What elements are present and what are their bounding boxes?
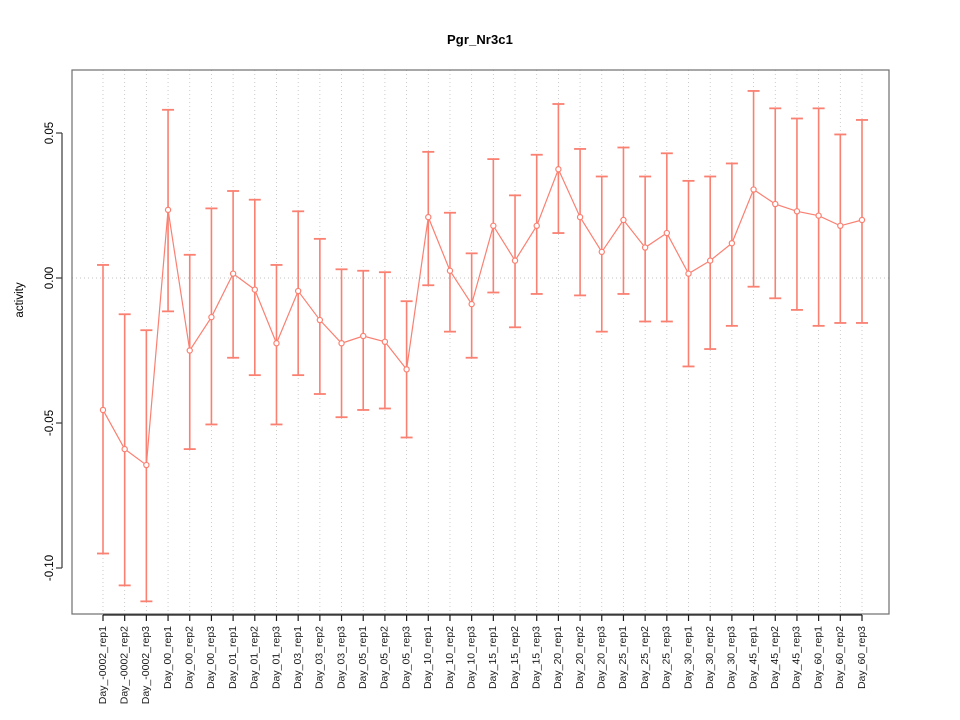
x-tick-label: Day_25_rep3 [661, 626, 673, 689]
x-tick-label: Day_45_rep1 [747, 626, 759, 689]
x-tick-label: Day_15_rep2 [509, 626, 521, 689]
y-tick-label: 0.00 [44, 267, 56, 289]
data-point [99, 406, 107, 414]
plot-frame [71, 69, 890, 615]
data-point [837, 222, 844, 229]
chart-title: Pgr_Nr3c1 [447, 32, 513, 47]
x-tick-label: Day_05_rep3 [400, 626, 412, 689]
x-tick-label: Day_60_rep1 [812, 626, 824, 689]
x-tick-label: Day_60_rep2 [834, 626, 846, 689]
data-point [598, 248, 605, 256]
data-point [772, 200, 779, 208]
data-series [97, 90, 868, 603]
data-point [229, 270, 237, 277]
x-tick-label: Day_03_rep3 [335, 626, 347, 689]
x-tick-label: Day_45_rep2 [769, 626, 781, 689]
x-tick-label: Day_00_rep2 [184, 626, 196, 689]
data-point [121, 445, 128, 453]
data-point [685, 270, 692, 277]
x-tick-label: Day_15_rep1 [487, 626, 499, 689]
data-point [468, 300, 475, 308]
x-tick-label: Day_10_rep3 [465, 626, 477, 689]
x-tick-labels: Day_-0002_rep1 Day_-0002_rep2 Day_-0002_re… [97, 626, 868, 704]
data-point [273, 340, 280, 347]
data-point [208, 313, 215, 321]
gridlines [102, 70, 863, 614]
x-tick-label: Day_00_rep1 [162, 626, 174, 689]
data-point [360, 332, 367, 340]
x-tick-label: Day_03_rep1 [292, 626, 304, 689]
x-tick-label: Day_30_rep3 [726, 626, 738, 689]
data-point [381, 338, 389, 345]
data-point [533, 222, 540, 229]
data-point [815, 212, 822, 219]
data-point [750, 186, 757, 193]
y-tick-label: -0.10 [44, 555, 56, 581]
data-point [707, 257, 714, 264]
x-tick-label: Day_00_rep3 [205, 626, 217, 689]
data-point [641, 244, 649, 251]
data-point [251, 286, 258, 293]
x-tick-label: Day_-0002_rep2 [118, 626, 130, 704]
error-bar [313, 237, 326, 395]
x-tick-label: Day_-0002_rep3 [140, 626, 152, 704]
data-point [490, 222, 497, 229]
y-tick-label: -0.05 [44, 410, 56, 436]
data-point [143, 461, 150, 469]
data-point [294, 287, 302, 295]
series-line [102, 167, 863, 467]
data-point [425, 213, 432, 221]
data-point [446, 267, 454, 274]
x-tick-label: Day_30_rep1 [682, 626, 694, 689]
data-point [511, 257, 519, 264]
x-tick-label: Day_25_rep1 [617, 626, 629, 689]
x-tick-label: Day_60_rep3 [856, 626, 868, 689]
data-point [164, 206, 172, 214]
x-tick-label: Day_03_rep2 [314, 626, 326, 689]
x-tick-label: Day_-0002_rep1 [97, 626, 109, 704]
x-tick-label: Day_25_rep2 [639, 626, 651, 689]
error-bar [660, 152, 673, 323]
x-tick-label: Day_01_rep3 [270, 626, 282, 689]
x-tick-label: Day_01_rep1 [227, 626, 239, 689]
x-tick-label: Day_30_rep2 [704, 626, 716, 689]
x-tick-label: Day_10_rep2 [444, 626, 456, 689]
data-point [793, 208, 801, 215]
y-tick-labels: 0.05 0.00 -0.05 -0.10 [44, 122, 56, 581]
x-tick-label: Day_20_rep1 [552, 626, 564, 689]
x-tick-label: Day_45_rep3 [791, 626, 803, 689]
data-point [403, 366, 410, 373]
data-point [555, 166, 562, 173]
data-point [576, 213, 584, 221]
y-tick-label: 0.05 [44, 122, 56, 144]
data-point [858, 216, 866, 224]
x-tick-label: Day_15_rep3 [530, 626, 542, 689]
data-point [186, 347, 193, 354]
data-point [728, 239, 736, 247]
x-tick-label: Day_10_rep1 [422, 626, 434, 689]
x-tick-label: Day_05_rep1 [357, 626, 369, 689]
data-point [663, 229, 671, 237]
data-point [620, 216, 627, 224]
error-bar [574, 148, 587, 297]
error-bar [357, 269, 370, 411]
data-point [316, 316, 324, 324]
x-tick-label: Day_20_rep3 [596, 626, 608, 689]
x-tick-label: Day_01_rep2 [249, 626, 261, 689]
x-tick-label: Day_20_rep2 [574, 626, 586, 689]
axes [56, 69, 890, 621]
x-tick-label: Day_05_rep2 [379, 626, 391, 689]
data-point [338, 340, 345, 347]
